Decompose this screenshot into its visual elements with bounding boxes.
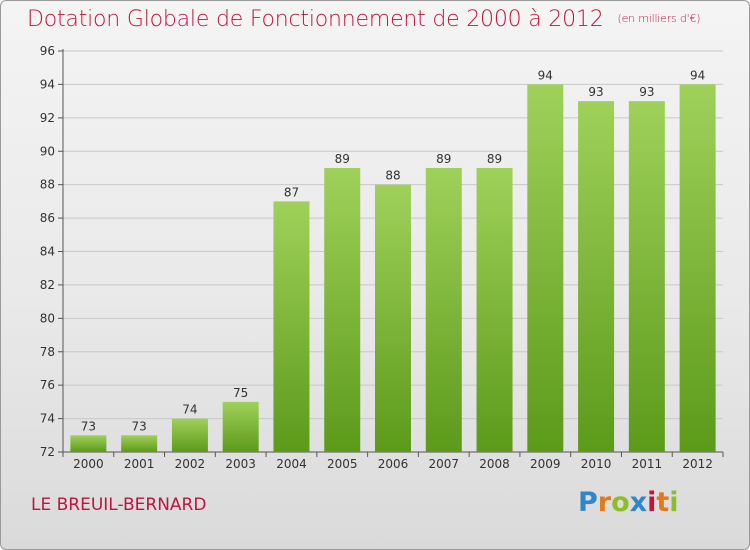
data-label-2000: 73 — [81, 419, 96, 433]
bar-2010 — [578, 101, 615, 452]
bars — [70, 84, 716, 453]
commune-name: LE BREUIL-BERNARD — [31, 495, 207, 515]
data-label-2002: 74 — [182, 403, 197, 417]
bar-2003 — [222, 401, 259, 452]
bar-2004 — [273, 201, 310, 452]
bar-2009 — [527, 84, 564, 453]
y-tick-label: 74 — [40, 412, 55, 426]
proxiti-logo[interactable]: Proxiti — [578, 487, 679, 518]
data-label-2012: 94 — [690, 68, 705, 82]
data-label-2010: 93 — [588, 85, 603, 99]
bar-2001 — [121, 435, 158, 452]
data-label-2001: 73 — [132, 419, 147, 433]
chart-subtitle: (en milliers d'€) — [617, 12, 701, 25]
x-tick-label-2006: 2006 — [378, 457, 409, 471]
bar-2000 — [70, 435, 107, 452]
data-label-2011: 93 — [639, 85, 654, 99]
logo-letter: r — [597, 487, 612, 518]
bar-2011 — [628, 101, 665, 452]
data-label-2003: 75 — [233, 386, 248, 400]
y-tick-label: 82 — [40, 278, 55, 292]
x-tick-label-2008: 2008 — [479, 457, 510, 471]
bar-2002 — [171, 418, 208, 452]
chart-title: Dotation Globale de Fonctionnement de 20… — [27, 7, 701, 32]
axes: 72 74 76 78 80 82 84 86 88 90 92 94 96 2000 2001 2002 20… — [40, 44, 724, 471]
logo-letter: t — [656, 487, 670, 518]
y-tick-label: 72 — [40, 445, 55, 459]
logo-letter: x — [629, 487, 648, 518]
y-tick-label: 96 — [40, 44, 55, 58]
x-tick-label-2011: 2011 — [632, 457, 663, 471]
data-label-2006: 88 — [385, 169, 400, 183]
data-label-2009: 94 — [538, 68, 553, 82]
logo-letter: i — [647, 487, 657, 518]
y-tick-label: 80 — [40, 311, 55, 325]
y-tick-label: 78 — [40, 345, 55, 359]
x-tick-label-2010: 2010 — [581, 457, 612, 471]
x-tick-label-2005: 2005 — [327, 457, 358, 471]
logo-letter: P — [578, 487, 598, 518]
x-tick-label-2004: 2004 — [276, 457, 307, 471]
x-tick-label-2000: 2000 — [73, 457, 104, 471]
y-tick-label: 94 — [40, 77, 55, 91]
logo-letter: i — [669, 487, 679, 518]
chart-title-text: Dotation Globale de Fonctionnement de 20… — [27, 7, 604, 32]
data-labels: 73 73 74 75 87 89 88 89 89 94 93 93 94 — [81, 68, 706, 433]
bar-2007 — [425, 167, 462, 453]
x-tick-label-2012: 2012 — [682, 457, 713, 471]
x-tick-label-2003: 2003 — [225, 457, 256, 471]
y-tick-label: 90 — [40, 144, 55, 158]
data-label-2008: 89 — [487, 152, 502, 166]
x-tick-label-2007: 2007 — [428, 457, 459, 471]
bar-2005 — [324, 167, 361, 453]
y-tick-label: 88 — [40, 178, 55, 192]
x-tick-label-2002: 2002 — [175, 457, 206, 471]
data-label-2007: 89 — [436, 152, 451, 166]
bar-2012 — [679, 84, 716, 453]
x-tick-label-2001: 2001 — [124, 457, 155, 471]
logo-letter: o — [611, 487, 630, 518]
y-tick-label: 86 — [40, 211, 55, 225]
data-label-2004: 87 — [284, 185, 299, 199]
y-tick-label: 76 — [40, 378, 55, 392]
bar-2008 — [476, 167, 513, 453]
x-tick-label-2009: 2009 — [530, 457, 561, 471]
y-tick-label: 84 — [40, 245, 55, 259]
bar-2006 — [375, 184, 411, 452]
y-tick-label: 92 — [40, 111, 55, 125]
data-label-2005: 89 — [335, 152, 350, 166]
